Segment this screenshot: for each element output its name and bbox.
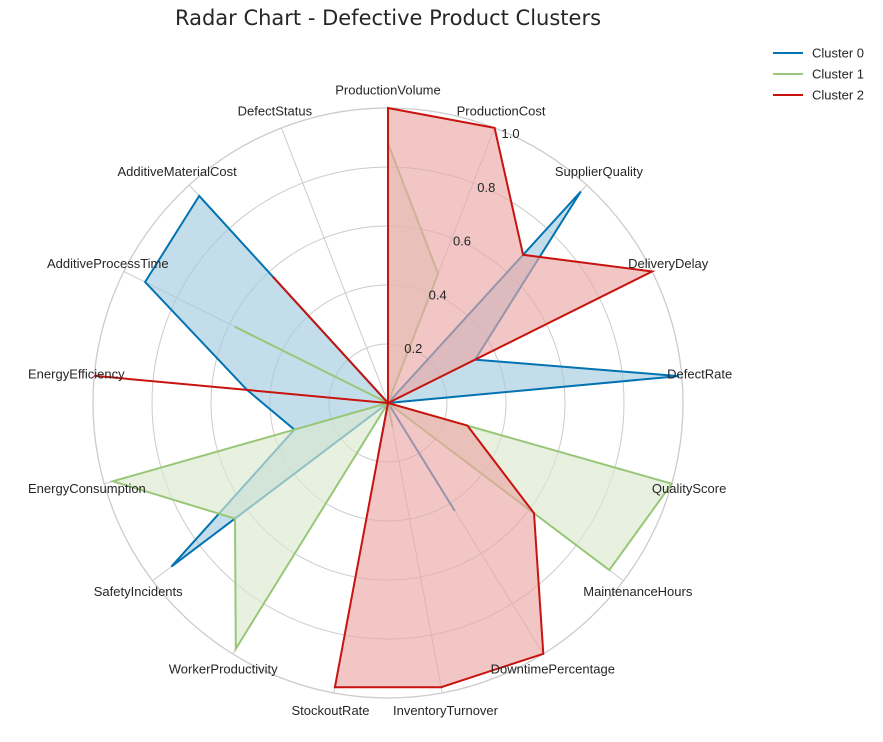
axis-label: StockoutRate <box>291 703 369 718</box>
axis-label: QualityScore <box>652 481 726 496</box>
series-2 <box>94 106 656 689</box>
axis-label: ProductionVolume <box>335 83 441 98</box>
axis-label: DeliveryDelay <box>628 256 709 271</box>
axis-label: AdditiveProcessTime <box>47 256 169 271</box>
radial-tick-labels: 0.2 0.4 0.6 0.8 1.0 <box>404 126 519 356</box>
legend-label: Cluster 0 <box>812 46 864 61</box>
legend-label: Cluster 1 <box>812 67 864 82</box>
radial-tick-label: 0.2 <box>404 341 422 356</box>
legend-label: Cluster 2 <box>812 88 864 103</box>
series-area <box>112 143 672 649</box>
radial-tick-label: 0.6 <box>453 234 471 249</box>
series-line <box>94 106 656 689</box>
radial-tick-label: 1.0 <box>502 126 520 141</box>
axis-label: InventoryTurnover <box>393 703 499 718</box>
axis-label: SafetyIncidents <box>94 584 183 599</box>
axis-label: DowntimePercentage <box>491 662 615 677</box>
radial-tick-label: 0.8 <box>477 180 495 195</box>
series-area <box>94 108 653 688</box>
axis-label: DefectStatus <box>238 104 313 119</box>
axis-label: EnergyEfficiency <box>28 367 125 382</box>
axis-label: WorkerProductivity <box>169 662 278 677</box>
axis-label: MaintenanceHours <box>583 584 693 599</box>
axis-label: ProductionCost <box>457 104 546 119</box>
axis-label: EnergyConsumption <box>28 481 146 496</box>
axis-label: SupplierQuality <box>555 164 644 179</box>
axis-label: AdditiveMaterialCost <box>117 164 237 179</box>
radial-tick-label: 0.4 <box>429 288 447 303</box>
chart-title: Radar Chart - Defective Product Clusters <box>175 6 601 30</box>
axis-label: DefectRate <box>667 367 732 382</box>
legend: Cluster 0 Cluster 1 Cluster 2 <box>773 46 864 103</box>
radar-series <box>94 106 679 689</box>
grid-spoke <box>280 127 389 404</box>
axis-labels: ProductionVolume ProductionCost SupplierQu… <box>28 83 732 719</box>
